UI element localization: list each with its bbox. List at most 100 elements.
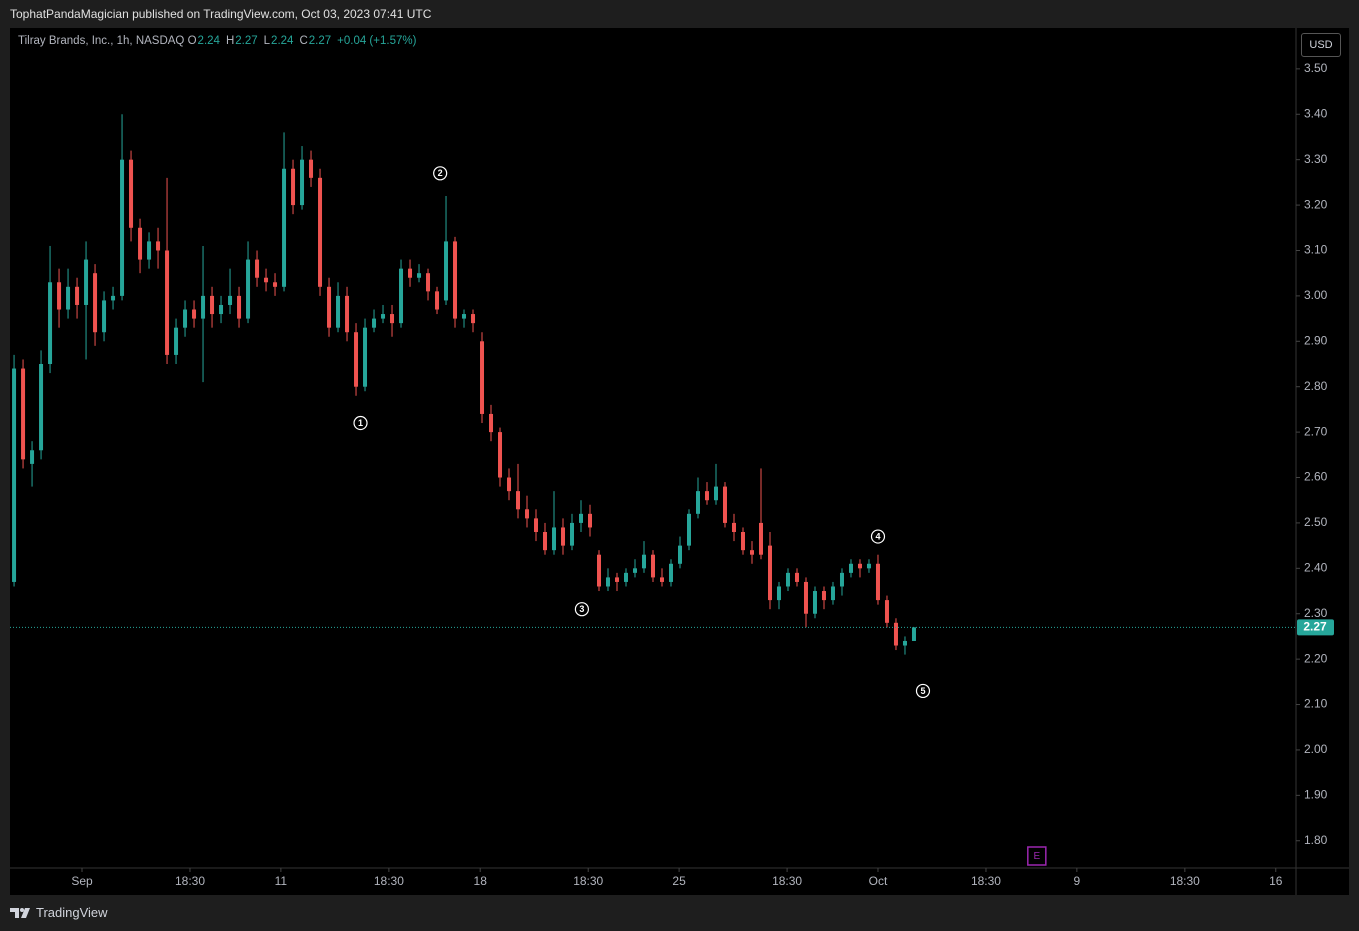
candle-body <box>893 622 898 646</box>
candle-body <box>318 177 323 287</box>
candle-body <box>911 627 916 641</box>
candle-body <box>93 273 98 333</box>
candle-body <box>668 563 673 582</box>
brand: TradingView <box>36 905 108 920</box>
candle-body <box>291 168 296 206</box>
candle-body <box>399 268 404 324</box>
candle-body <box>147 241 152 260</box>
candle-body <box>363 327 368 387</box>
candle-body <box>785 572 790 587</box>
candle-body <box>704 491 709 501</box>
publish-info: TophatPandaMagician published on Trading… <box>10 7 432 21</box>
candle-body <box>543 532 548 551</box>
symbol: Tilray Brands, Inc., 1h, NASDAQ <box>18 35 185 47</box>
wave-label: 4 <box>875 531 880 541</box>
candle-body <box>120 159 125 296</box>
candle-body <box>165 250 170 355</box>
candle-body <box>857 563 862 569</box>
legend: Tilray Brands, Inc., 1h, NASDAQ O2.24 H2.… <box>18 35 422 47</box>
y-tick-label: 3.30 <box>1304 152 1328 166</box>
currency-button[interactable]: USD <box>1301 33 1341 57</box>
candle-body <box>408 268 413 278</box>
candle-body <box>561 527 566 546</box>
candle-body <box>435 291 440 310</box>
wave-label: 2 <box>438 168 443 178</box>
change: +0.04 (+1.57%) <box>337 35 417 47</box>
candle-body <box>30 450 35 464</box>
candle-body <box>75 286 80 305</box>
ohlc-key: L <box>263 35 271 47</box>
candle-body <box>111 295 116 301</box>
candle-body <box>417 273 422 278</box>
x-tick-label: 25 <box>672 874 686 888</box>
candle-body <box>309 159 314 178</box>
candle-body <box>713 486 718 501</box>
ohlc-value: 2.24 <box>271 35 294 47</box>
y-tick-label: 2.50 <box>1304 515 1328 529</box>
candle-body <box>129 159 134 228</box>
x-tick-label: Oct <box>869 874 888 888</box>
x-tick-label: 18:30 <box>573 874 603 888</box>
candle-body <box>794 572 799 582</box>
candle-body <box>884 600 889 623</box>
candle-body <box>902 640 907 646</box>
candle-body <box>84 259 89 305</box>
candle-body <box>462 314 467 319</box>
y-tick-label: 3.10 <box>1304 243 1328 257</box>
y-tick-label: 3.40 <box>1304 106 1328 120</box>
y-tick-label: 2.80 <box>1304 379 1328 393</box>
y-tick-label: 3.00 <box>1304 288 1328 302</box>
wave-marker <box>433 166 448 181</box>
candle-body <box>722 486 727 523</box>
ohlc-value: 2.24 <box>197 35 220 47</box>
candle-body <box>686 513 691 546</box>
candle-body <box>498 432 503 478</box>
candle-body <box>758 522 763 555</box>
candle-body <box>749 550 754 555</box>
candle-body <box>677 545 682 564</box>
ohlc-key: C <box>299 35 308 47</box>
candle-body <box>327 286 332 328</box>
y-tick-label: 2.00 <box>1304 742 1328 756</box>
candle-body <box>776 586 781 601</box>
candle-body <box>282 168 287 287</box>
candle-body <box>264 277 269 283</box>
wave-label: 5 <box>920 686 925 696</box>
candle-body <box>516 491 521 510</box>
candle-body <box>624 572 629 582</box>
candle-body <box>579 513 584 523</box>
candle-body <box>731 522 736 532</box>
candle-body <box>525 509 530 519</box>
candle-body <box>228 295 233 305</box>
footer: TradingView <box>10 905 108 920</box>
last-price-label: 2.27 <box>1303 620 1327 634</box>
y-tick-label: 2.40 <box>1304 560 1328 574</box>
x-tick-label: 18:30 <box>772 874 802 888</box>
candle-body <box>839 572 844 587</box>
y-tick-label: 2.30 <box>1304 606 1328 620</box>
candle-body <box>66 286 71 310</box>
candle-body <box>848 563 853 573</box>
candle-body <box>588 513 593 528</box>
ohlc-value: 2.27 <box>235 35 258 47</box>
candle-body <box>812 591 817 614</box>
candle-body <box>39 364 44 451</box>
candle-body <box>57 282 62 310</box>
y-tick-label: 1.80 <box>1304 833 1328 847</box>
candle-body <box>615 577 620 582</box>
candle-body <box>633 568 638 573</box>
x-tick-label: 11 <box>275 874 288 888</box>
candle-body <box>597 554 602 587</box>
y-tick-label: 1.90 <box>1304 788 1328 802</box>
ohlc-value: 2.27 <box>308 35 332 47</box>
candle-body <box>273 282 278 287</box>
candle-body <box>381 314 386 319</box>
candle-body <box>237 295 242 319</box>
x-tick-label: 18 <box>474 874 488 888</box>
x-tick-label: 9 <box>1074 874 1081 888</box>
y-tick-label: 2.90 <box>1304 333 1328 347</box>
candle-body <box>12 368 17 582</box>
y-tick-label: 2.10 <box>1304 697 1328 711</box>
